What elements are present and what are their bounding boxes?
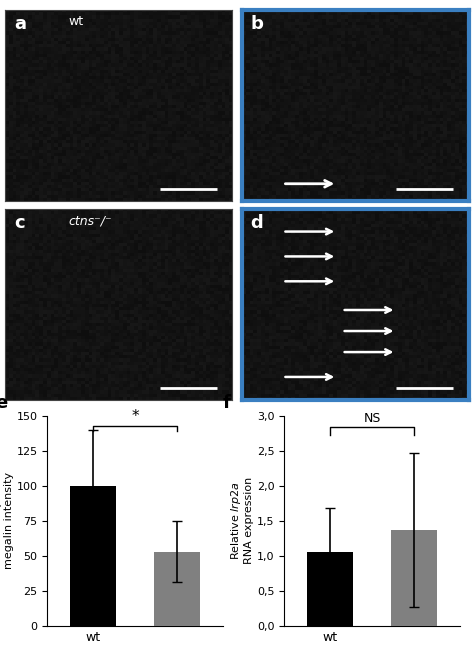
Y-axis label: Relative apical
megalin intensity: Relative apical megalin intensity: [0, 472, 14, 570]
Bar: [391, 530, 437, 626]
Text: wt: wt: [69, 15, 83, 28]
Text: c: c: [14, 214, 25, 232]
Text: e: e: [0, 393, 7, 412]
Text: ctns⁻/⁻: ctns⁻/⁻: [69, 214, 112, 227]
Text: *: *: [131, 410, 139, 424]
Text: b: b: [251, 15, 264, 34]
Text: NS: NS: [364, 412, 381, 425]
Bar: [70, 486, 116, 626]
Text: d: d: [251, 214, 264, 232]
Bar: [307, 552, 353, 626]
Text: f: f: [223, 393, 231, 412]
Bar: [154, 551, 200, 626]
Y-axis label: Relative $lrp2a$
RNA expression: Relative $lrp2a$ RNA expression: [228, 477, 254, 564]
Text: a: a: [14, 15, 26, 34]
